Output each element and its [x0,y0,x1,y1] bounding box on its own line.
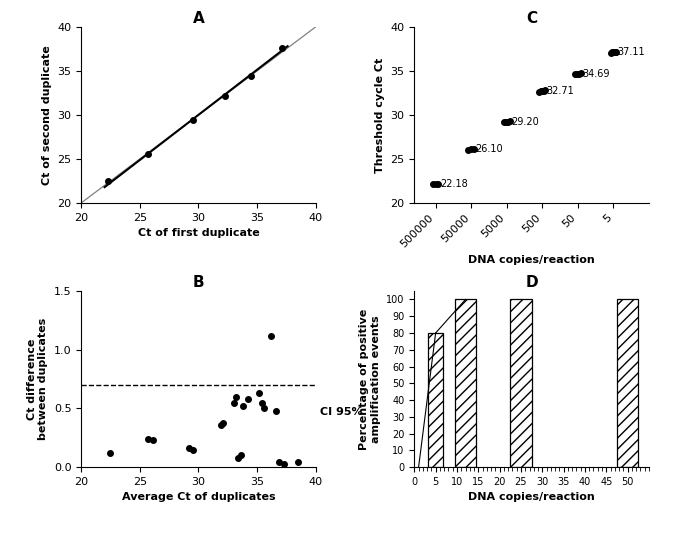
Point [266,331,276,340]
Point [427,180,438,188]
X-axis label: DNA copies/reaction: DNA copies/reaction [468,492,595,503]
Point [570,70,581,78]
Point [433,179,444,188]
Point [274,458,285,467]
Point [218,418,228,427]
Point [228,398,239,407]
Point [608,48,619,56]
Title: C: C [526,11,537,26]
Point [184,444,195,453]
Point [500,118,511,126]
Title: B: B [193,275,204,290]
Point [103,177,114,185]
Point [571,69,582,78]
Point [259,404,270,413]
Point [270,407,281,415]
Text: CI 95%: CI 95% [320,408,363,417]
Text: 29.20: 29.20 [511,117,539,127]
Point [279,459,289,468]
Y-axis label: Ct difference
between duplicates: Ct difference between duplicates [26,318,48,440]
Point [147,436,158,445]
Text: 34.69: 34.69 [582,69,610,78]
Point [468,144,479,153]
Point [606,48,617,57]
Point [256,398,267,407]
Point [235,451,246,460]
Title: D: D [525,275,538,290]
Point [534,88,545,96]
Point [575,69,586,77]
Point [242,395,253,403]
Point [105,449,116,458]
Point [537,86,548,95]
Y-axis label: Percentage of positive
amplification events: Percentage of positive amplification eve… [359,308,381,450]
Point [220,91,231,100]
Y-axis label: Threshold cycle Ct: Threshold cycle Ct [375,57,385,172]
Text: 32.71: 32.71 [547,86,575,96]
Point [538,86,549,95]
Point [293,458,304,467]
X-axis label: DNA copies/reaction: DNA copies/reaction [468,255,595,265]
Point [605,48,616,57]
Point [498,118,509,127]
Point [246,72,257,81]
Bar [510,300,531,467]
Point [502,118,513,126]
Text: 26.10: 26.10 [475,144,503,154]
Point [143,435,153,444]
Bar [617,300,638,467]
Point [276,43,287,52]
X-axis label: Average Ct of duplicates: Average Ct of duplicates [122,492,275,503]
Point [216,420,226,429]
Point [539,86,550,95]
Point [463,146,474,154]
Point [535,87,546,96]
Point [238,402,249,410]
Title: A: A [193,11,204,26]
Y-axis label: Ct of second duplicate: Ct of second duplicate [42,45,52,185]
Bar [455,300,476,467]
Text: 22.18: 22.18 [440,179,468,189]
Point [254,389,265,397]
Point [504,117,515,126]
Bar [428,333,443,467]
Point [573,69,584,78]
Point [466,145,477,154]
Point [610,48,621,56]
Text: 37.11: 37.11 [618,47,646,57]
Point [233,454,244,462]
Point [187,445,198,454]
Point [187,116,198,125]
Point [430,179,441,188]
Point [143,149,153,158]
X-axis label: Ct of first duplicate: Ct of first duplicate [138,228,260,238]
Point [611,47,622,56]
Point [231,393,241,401]
